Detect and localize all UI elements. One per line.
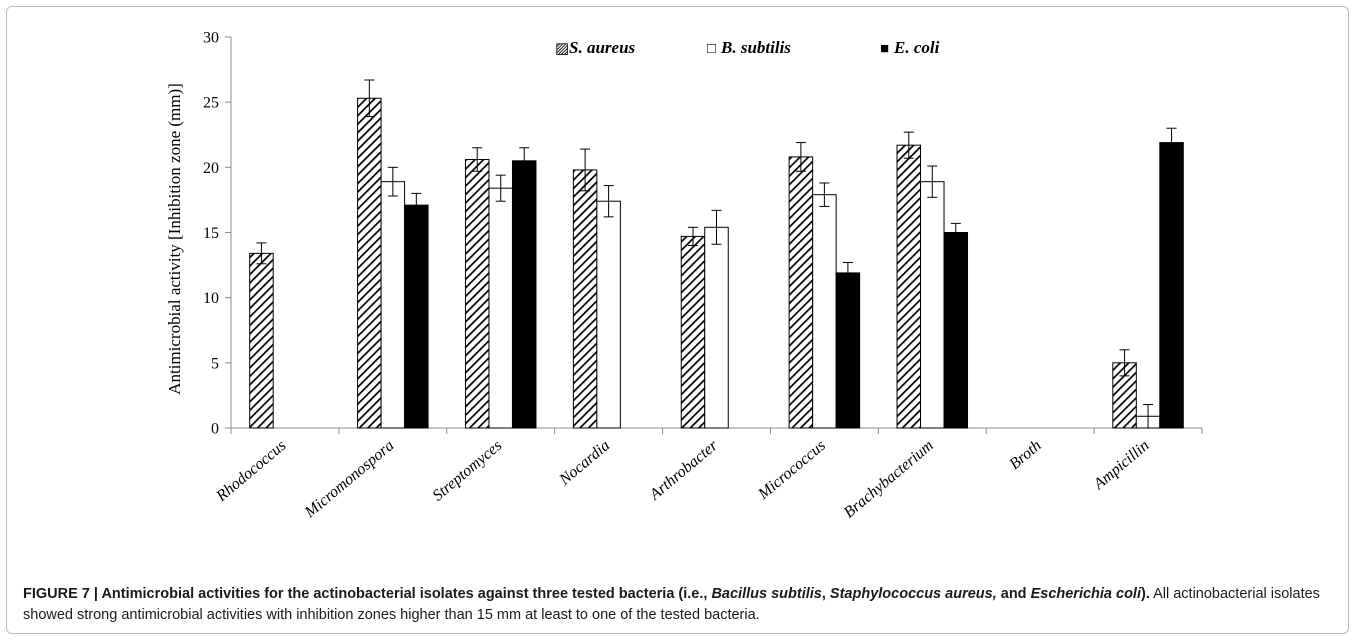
bar bbox=[835, 272, 861, 429]
bar bbox=[680, 235, 706, 429]
x-tick-label: Micromonospora bbox=[301, 437, 397, 522]
caption-title-g: ). bbox=[1141, 586, 1150, 602]
bar bbox=[943, 232, 969, 429]
bar bbox=[1159, 142, 1184, 429]
bar bbox=[920, 181, 945, 429]
bar bbox=[596, 200, 621, 429]
bars bbox=[249, 79, 1184, 429]
caption-title-d: Staphylococcus aureus, bbox=[829, 586, 997, 602]
bar bbox=[357, 97, 382, 429]
bar bbox=[249, 252, 274, 429]
caption-label: FIGURE 7 | bbox=[23, 586, 102, 602]
x-tick-label: Broth bbox=[1006, 437, 1044, 473]
figure-frame: 0 5 10 15 20 25 30 Rhodococcus Micromonospora Str… bbox=[6, 6, 1349, 634]
caption-title-e: and bbox=[996, 586, 1031, 602]
bar bbox=[464, 159, 490, 429]
x-tick-label: Streptomyces bbox=[429, 437, 505, 504]
caption-title-f: Escherichia coli bbox=[1030, 586, 1141, 602]
y-tick-label: 5 bbox=[211, 355, 219, 372]
y-tick-label: 0 bbox=[211, 421, 219, 438]
legend-label: S. aureus bbox=[569, 38, 636, 57]
bar bbox=[380, 181, 406, 429]
bar-chart: 0 5 10 15 20 25 30 Rhodococcus Micromonospora Str… bbox=[165, 30, 1203, 522]
legend-marker: □ bbox=[707, 41, 716, 57]
x-tick-label: Arthrobacter bbox=[646, 437, 722, 504]
bar bbox=[488, 187, 513, 429]
legend: ▨ S. aureus □ B. subtilis ■ E. coli bbox=[555, 38, 940, 57]
y-tick-label: 15 bbox=[203, 225, 219, 242]
y-axis-label: Antimicrobial activity [Inhibition zone … bbox=[165, 83, 184, 395]
y-tick-label: 10 bbox=[203, 290, 219, 307]
bar bbox=[511, 160, 537, 429]
y-tick-label: 25 bbox=[203, 95, 219, 112]
bar bbox=[572, 169, 598, 429]
legend-label: E. coli bbox=[893, 38, 940, 57]
x-tick-label: Ampicillin bbox=[1090, 437, 1153, 494]
caption-title-b: Bacillus subtilis bbox=[711, 586, 822, 602]
bar bbox=[896, 144, 922, 429]
caption-title-c: , bbox=[821, 586, 830, 602]
bar bbox=[788, 156, 814, 429]
bar bbox=[812, 194, 837, 429]
x-tick-label: Brachybacterium bbox=[841, 437, 937, 521]
bar bbox=[404, 204, 429, 429]
figure-caption: FIGURE 7 | Antimicrobial activities for … bbox=[23, 584, 1348, 626]
legend-marker: ▨ bbox=[555, 41, 569, 57]
x-tick-label: Nocardia bbox=[556, 437, 614, 489]
bar bbox=[704, 226, 729, 429]
y-tick-label: 20 bbox=[203, 160, 219, 177]
x-tick-label: Rhodococcus bbox=[212, 437, 289, 506]
caption-body: All actinobacterial isolates showed stro… bbox=[23, 586, 1320, 623]
x-tick-label: Micrococcus bbox=[754, 437, 829, 503]
legend-marker: ■ bbox=[880, 41, 889, 57]
y-tick-label: 30 bbox=[203, 30, 219, 47]
caption-title-a: Antimicrobial activities for the actinob… bbox=[101, 586, 712, 602]
legend-label: B. subtilis bbox=[720, 38, 791, 57]
